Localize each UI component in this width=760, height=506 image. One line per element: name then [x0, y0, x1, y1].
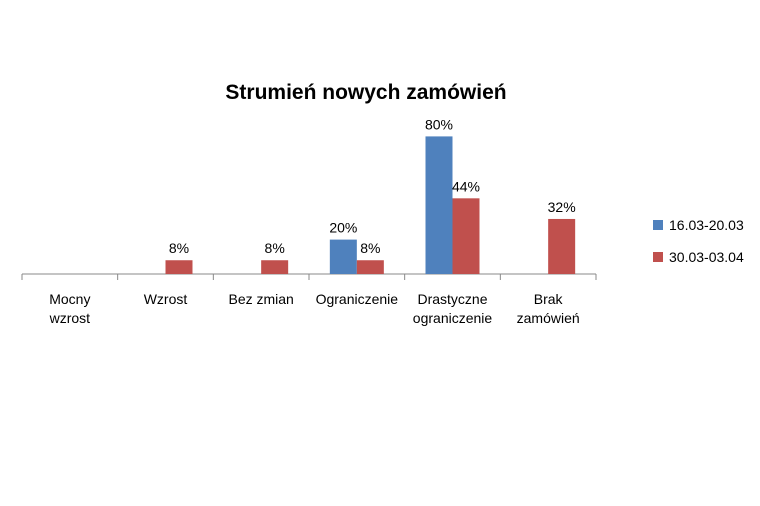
data-label: 8%: [265, 240, 285, 256]
category-label-line: ograniczenie: [413, 310, 493, 326]
category-label-line: zamówień: [517, 310, 580, 326]
bar-series-2: [261, 260, 289, 274]
category-label-line: Brak: [534, 291, 564, 307]
category-label: Wzrost: [144, 291, 188, 307]
category-label-line: Ograniczenie: [316, 291, 399, 307]
data-label: 8%: [169, 240, 189, 256]
legend-entry: 30.03-03.04: [669, 249, 744, 265]
category-label: Mocny wzrost: [49, 291, 91, 326]
plot-area: Mocny wzrost Wzrost Bez zmian Ograniczenie Dr…: [21, 116, 597, 326]
chart-title: Strumień nowych zamówień: [225, 81, 506, 104]
data-label: 8%: [360, 240, 380, 256]
legend-entry: 16.03-20.03: [669, 217, 744, 233]
data-label: 32%: [548, 199, 576, 215]
category-label: Bez zmian: [228, 291, 293, 307]
legend-swatch: [653, 252, 663, 262]
category-label: Drastyczne ograniczenie: [413, 291, 493, 326]
bar-series-1: [425, 136, 453, 274]
category-label-line: Drastyczne: [417, 291, 487, 307]
bar-series-2: [165, 260, 193, 274]
bar-series-2: [452, 198, 480, 274]
category-label: Brak zamówień: [517, 291, 580, 326]
legend-swatch: [653, 220, 663, 230]
data-label: 20%: [329, 220, 357, 236]
bar-series-2: [356, 260, 384, 274]
data-label: 80%: [425, 116, 453, 132]
category-label-line: wzrost: [49, 310, 91, 326]
category-label-line: Wzrost: [144, 291, 188, 307]
category-label: Ograniczenie: [316, 291, 399, 307]
legend: 16.03-20.03 30.03-03.04: [653, 217, 744, 265]
bar-series-2: [548, 218, 576, 274]
data-label: 44%: [452, 178, 480, 194]
bar-series-1: [329, 239, 357, 274]
category-label-line: Bez zmian: [228, 291, 293, 307]
category-label-line: Mocny: [49, 291, 90, 307]
